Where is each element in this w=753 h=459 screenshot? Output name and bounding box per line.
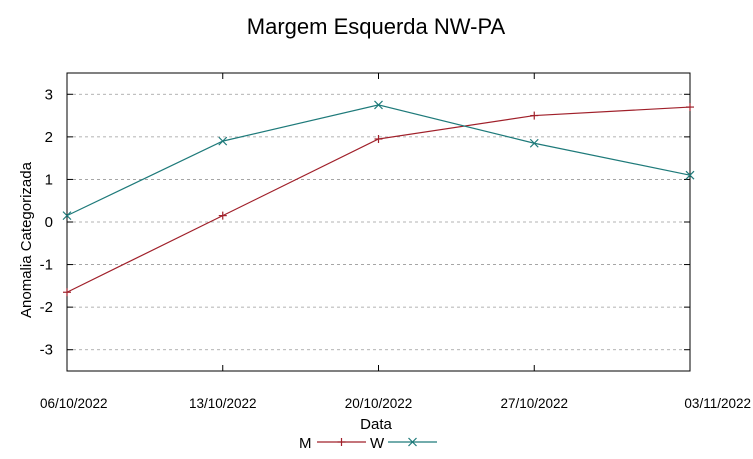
legend-marker-M bbox=[337, 438, 346, 446]
data-point-M bbox=[686, 103, 694, 112]
x-axis-label: Data bbox=[360, 416, 392, 433]
y-tick-label: 3 bbox=[45, 86, 53, 103]
data-point-M bbox=[530, 111, 539, 120]
data-point-M bbox=[374, 134, 383, 143]
data-point-M bbox=[218, 211, 227, 220]
y-tick-label: 0 bbox=[45, 214, 53, 231]
data-point-W bbox=[529, 138, 539, 148]
x-tick-label: 13/10/2022 bbox=[189, 396, 257, 411]
y-tick-label: 1 bbox=[45, 171, 53, 188]
x-tick-label: 20/10/2022 bbox=[345, 396, 413, 411]
x-tick-label: 06/10/2022 bbox=[40, 396, 108, 411]
x-tick-label: 27/10/2022 bbox=[500, 396, 568, 411]
data-point-W bbox=[685, 170, 695, 180]
data-point-M bbox=[63, 288, 71, 297]
y-tick-label: -3 bbox=[40, 342, 53, 359]
data-point-W bbox=[218, 136, 228, 146]
grid-lines bbox=[67, 93, 690, 351]
y-tick-label: -1 bbox=[40, 257, 53, 274]
y-tick-label: 2 bbox=[45, 129, 53, 146]
data-point-W bbox=[374, 100, 383, 110]
legend-label-W: W bbox=[370, 435, 385, 452]
series-layer bbox=[62, 100, 695, 297]
legend-label-M: M bbox=[299, 435, 312, 452]
chart-title: Margem Esquerda NW-PA bbox=[247, 14, 506, 39]
legend-marker-W bbox=[408, 437, 417, 447]
x-tick-labels: 06/10/2022 13/10/2022 20/10/2022 27/10/2022… bbox=[40, 73, 751, 411]
series-line-W bbox=[66, 104, 691, 217]
y-tick-labels: 3 2 1 0 -1 -2 -3 bbox=[40, 86, 690, 359]
y-axis-label: Anomalia Categorizada bbox=[18, 161, 35, 318]
y-tick-label: -2 bbox=[40, 299, 53, 316]
x-tick-label: 03/11/2022 bbox=[684, 396, 751, 411]
data-point-W bbox=[62, 211, 72, 221]
